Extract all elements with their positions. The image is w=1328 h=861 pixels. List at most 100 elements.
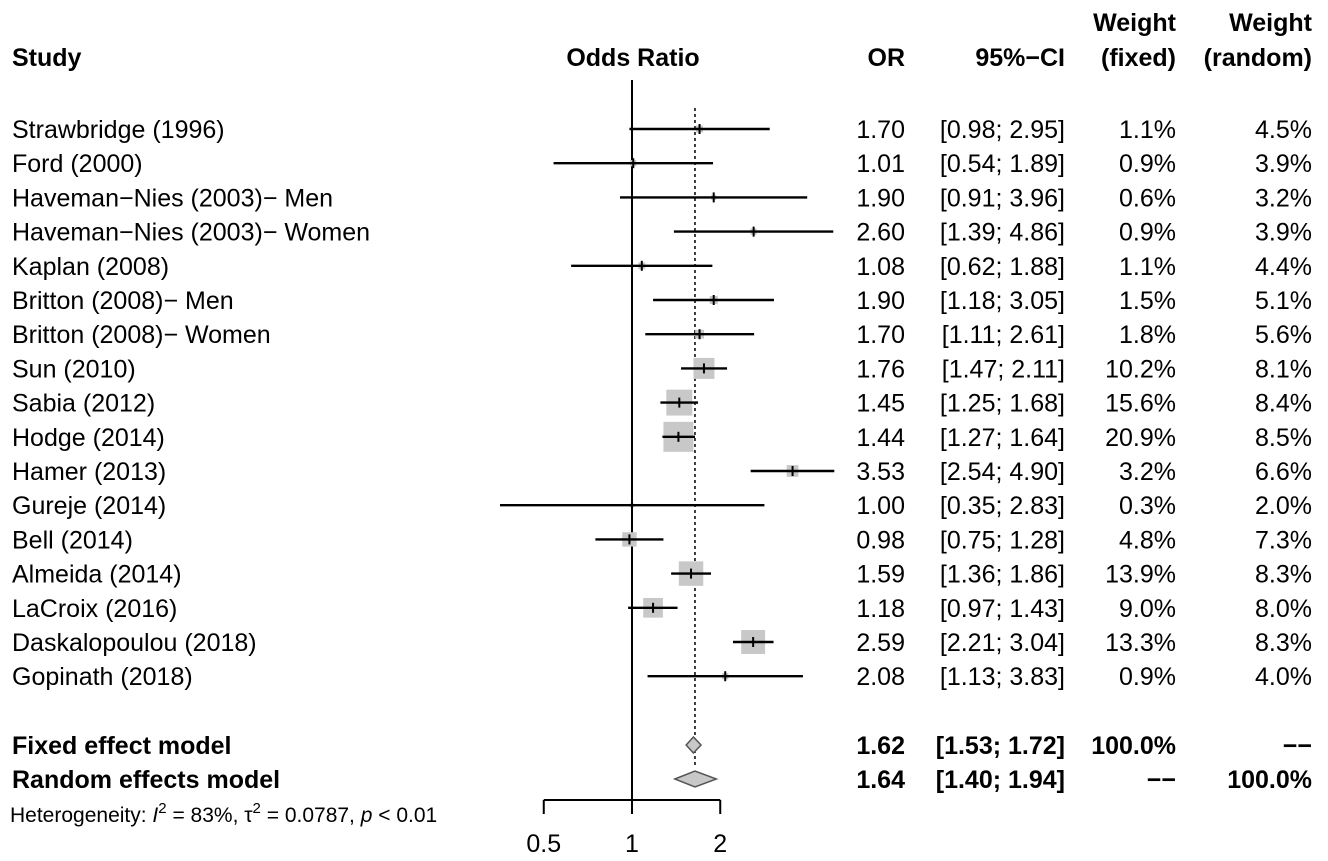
study-weight-fixed: 1.5% <box>1119 287 1176 315</box>
study-ci: [1.13; 3.83] <box>940 663 1065 691</box>
study-name: Hodge (2014) <box>12 424 165 452</box>
study-weight-fixed: 1.1% <box>1119 253 1176 281</box>
study-ci: [1.11; 2.61] <box>942 321 1065 349</box>
summary-weight-fixed: 100.0% <box>1091 732 1176 760</box>
study-weight-random: 4.5% <box>1255 116 1312 144</box>
x-tick-label: 0.5 <box>526 830 561 858</box>
study-weight-fixed: 4.8% <box>1119 526 1176 554</box>
study-ci: [1.18; 3.05] <box>940 287 1065 315</box>
study-name: Britton (2008)− Women <box>12 321 271 349</box>
study-or: 1.45 <box>856 390 905 418</box>
header-weight-fixed-1: Weight <box>1093 9 1177 37</box>
study-name: Sabia (2012) <box>12 390 155 418</box>
study-name: Bell (2014) <box>12 526 133 554</box>
study-name: LaCroix (2016) <box>12 595 177 623</box>
study-or: 3.53 <box>856 458 905 486</box>
het-p-value: < 0.01 <box>372 804 437 827</box>
study-ci: [2.21; 3.04] <box>940 629 1065 657</box>
study-weight-fixed: 20.9% <box>1105 424 1176 452</box>
x-tick-label: 1 <box>625 830 639 858</box>
study-weight-random: 4.0% <box>1255 663 1312 691</box>
study-weight-fixed: 9.0% <box>1119 595 1176 623</box>
x-tick-label: 2 <box>713 830 727 858</box>
study-weight-fixed: 3.2% <box>1119 458 1176 486</box>
study-weight-fixed: 10.2% <box>1105 355 1176 383</box>
study-name: Ford (2000) <box>12 150 143 178</box>
study-or: 1.76 <box>856 355 905 383</box>
study-weight-random: 3.2% <box>1255 184 1312 212</box>
het-i2-symbol: I <box>152 804 158 827</box>
header-or: OR <box>868 44 906 72</box>
summary-name: Random effects model <box>12 766 280 794</box>
het-label: Heterogeneity: <box>10 804 152 827</box>
study-or: 1.59 <box>856 561 905 589</box>
study-ci: [0.35; 2.83] <box>940 492 1065 520</box>
study-weight-fixed: 13.3% <box>1105 629 1176 657</box>
study-or: 1.08 <box>856 253 905 281</box>
header-weight-random-1: Weight <box>1229 9 1313 37</box>
study-or: 1.18 <box>856 595 905 623</box>
fixed-effect-diamond <box>685 735 703 755</box>
study-ci: [2.54; 4.90] <box>940 458 1065 486</box>
study-weight-random: 8.3% <box>1255 561 1312 589</box>
study-name: Almeida (2014) <box>12 561 182 589</box>
study-ci: [0.54; 1.89] <box>940 150 1065 178</box>
header-weight-random-2: (random) <box>1204 44 1312 72</box>
plot-area <box>500 80 835 800</box>
summary-ci: [1.40; 1.94] <box>936 766 1065 794</box>
summary-ci: [1.53; 1.72] <box>936 732 1065 760</box>
header-odds-ratio: Odds Ratio <box>566 44 699 72</box>
study-weight-random: 8.5% <box>1255 424 1312 452</box>
study-weight-random: 8.4% <box>1255 390 1312 418</box>
study-name: Hamer (2013) <box>12 458 166 486</box>
study-name: Kaplan (2008) <box>12 253 169 281</box>
summary-weight-random: 100.0% <box>1227 766 1312 794</box>
study-ci: [0.91; 3.96] <box>940 184 1065 212</box>
study-weight-random: 6.6% <box>1255 458 1312 486</box>
study-ci: [1.36; 1.86] <box>940 561 1065 589</box>
study-name: Britton (2008)− Men <box>12 287 234 315</box>
study-or: 2.08 <box>856 663 905 691</box>
study-name: Haveman−Nies (2003)− Women <box>12 219 370 247</box>
study-name: Strawbridge (1996) <box>12 116 225 144</box>
study-weight-fixed: 15.6% <box>1105 390 1176 418</box>
study-weight-random: 2.0% <box>1255 492 1312 520</box>
het-i2-sup: 2 <box>158 800 166 817</box>
study-weight-fixed: 0.3% <box>1119 492 1176 520</box>
het-i2-value: = 83%, <box>167 804 245 827</box>
study-weight-random: 4.4% <box>1255 253 1312 281</box>
het-tau2-value: = 0.0787, <box>261 804 361 827</box>
study-weight-random: 8.1% <box>1255 355 1312 383</box>
study-weight-random: 7.3% <box>1255 526 1312 554</box>
study-weight-fixed: 1.1% <box>1119 116 1176 144</box>
het-p-symbol: p <box>360 804 373 827</box>
study-or: 1.70 <box>856 116 905 144</box>
study-weight-random: 8.3% <box>1255 629 1312 657</box>
study-or: 1.00 <box>856 492 905 520</box>
study-or: 1.44 <box>856 424 905 452</box>
random-effects-diamond <box>672 770 719 788</box>
study-weight-random: 3.9% <box>1255 219 1312 247</box>
study-ci: [1.27; 1.64] <box>940 424 1065 452</box>
study-or: 1.70 <box>856 321 905 349</box>
summary-weight-fixed: −− <box>1147 766 1176 794</box>
study-name: Daskalopoulou (2018) <box>12 629 257 657</box>
study-weight-fixed: 0.9% <box>1119 219 1176 247</box>
study-or: 2.60 <box>856 219 905 247</box>
study-weight-random: 5.1% <box>1255 287 1312 315</box>
summary-name: Fixed effect model <box>12 732 232 760</box>
summary-or: 1.64 <box>856 766 905 794</box>
study-ci: [0.98; 2.95] <box>940 116 1065 144</box>
study-rows: Strawbridge (1996) 1.70 [0.98; 2.95] 1.1% 4.… <box>12 116 1312 794</box>
study-weight-fixed: 13.9% <box>1105 561 1176 589</box>
header-study: Study <box>12 44 82 72</box>
study-or: 1.01 <box>856 150 905 178</box>
study-ci: [0.97; 1.43] <box>940 595 1065 623</box>
study-weight-fixed: 0.9% <box>1119 663 1176 691</box>
study-ci: [0.75; 1.28] <box>940 526 1065 554</box>
study-ci: [1.47; 2.11] <box>942 355 1065 383</box>
study-weight-fixed: 0.9% <box>1119 150 1176 178</box>
study-or: 1.90 <box>856 184 905 212</box>
study-name: Sun (2010) <box>12 355 136 383</box>
study-or: 1.90 <box>856 287 905 315</box>
